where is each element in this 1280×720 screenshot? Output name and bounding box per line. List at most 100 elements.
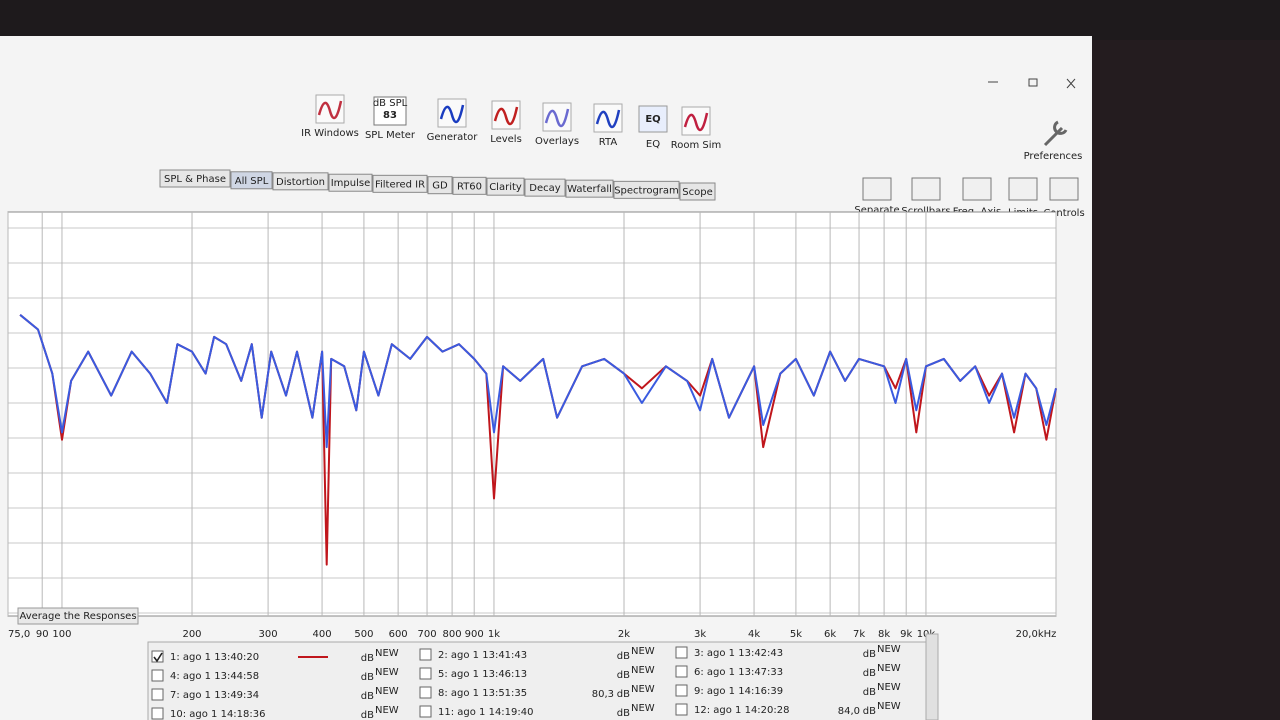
toolbar-button[interactable]: IR Windows [301,94,359,139]
measurement[interactable]: 1: ago 1 13:40:20 dB NEW [151,648,399,664]
toolbar-button[interactable]: RTA [593,103,623,148]
graph-tool-label: Scrollbars [901,206,950,217]
preferences[interactable]: Preferences [1024,120,1083,162]
button-frame [17,607,139,625]
plot: 75,0 90 100 200 300 400 500 600 700 800 900 1k 2k 3k 4… [7,212,1057,640]
measurement-list: 1: ago 1 13:40:20 dB NEW 2: ago 1 13:41:43 d… [151,644,901,720]
tab[interactable]: Spectrogram [613,180,680,199]
graph-tools: SeparateScrollbarsFreq. AxisLimitsContro… [854,177,1085,219]
toolbar-button[interactable]: Levels [490,100,522,145]
bezel-top [0,0,1280,40]
new-badge: NEW [877,701,901,712]
checkbox[interactable] [675,684,688,697]
measurement[interactable]: 12: ago 1 14:20:28 dB NEW 84,0 [675,701,901,717]
unit: dB [361,653,374,664]
toolbar-button[interactable]: Overlays [535,102,579,147]
tab-frame [486,177,525,196]
measurement[interactable]: 8: ago 1 13:51:35 dB NEW 80,3 [419,684,655,700]
checkbox[interactable] [675,703,688,716]
measurement-label: 1: ago 1 13:40:20 [170,652,259,663]
toolbar-button[interactable]: Generator [427,98,479,143]
wrench-icon [1043,120,1068,147]
tab[interactable]: RT60 [452,176,487,195]
graph-tool-label: Controls [1043,208,1084,219]
x-tick-label: 500 [354,629,373,640]
graph-tool[interactable]: Controls [1043,177,1085,219]
measurement[interactable]: 5: ago 1 13:46:13 dB NEW [419,665,655,681]
restore[interactable] [1028,78,1038,87]
checkbox[interactable] [419,705,432,718]
checkbox[interactable] [675,646,688,659]
tab[interactable]: SPL & Phase [159,169,231,188]
checkbox[interactable] [151,688,164,701]
tool-icon-glyph [493,106,519,126]
measurement[interactable]: 3: ago 1 13:42:43 dB NEW [675,644,901,660]
new-badge: NEW [631,703,655,714]
unit: dB [617,689,630,700]
spl-icon [373,96,407,126]
toolbar-button[interactable]: EQ EQ [638,105,668,150]
checkbox[interactable] [151,650,164,663]
tab[interactable]: Impulse [328,173,373,192]
toolbar-label: EQ [646,139,660,150]
x-tick-label: 800 [443,629,462,640]
plot-area [7,211,1057,617]
tab-label: Spectrogram [614,185,679,196]
tab[interactable]: All SPL [230,171,273,190]
unit: dB [617,651,630,662]
unit: dB [361,672,374,683]
tab-label: Decay [529,183,560,194]
checkbox[interactable] [419,648,432,661]
level: 84,0 [838,706,860,717]
checkbox[interactable] [151,707,164,720]
x-tick-label: 3k [694,629,706,640]
tab[interactable]: Distortion [272,172,329,191]
trace [19,314,1057,449]
toolbar-button[interactable]: Room Sim [671,106,722,151]
measurement-label: 3: ago 1 13:42:43 [694,648,783,659]
x-tick-label: 200 [182,629,201,640]
measurement[interactable]: 9: ago 1 14:16:39 dB NEW [675,682,901,698]
x-tick-label: 7k [853,629,865,640]
tab-frame [328,173,373,192]
tab-frame [230,171,273,190]
measurement[interactable]: 11: ago 1 14:19:40 dB NEW [419,703,655,719]
spl-reading: 83 [383,110,397,121]
checkbox[interactable] [151,669,164,682]
graph-tool[interactable]: Scrollbars [901,177,951,217]
x-tick-label: 2k [618,629,630,640]
tab[interactable]: GD [427,176,453,195]
new-badge: NEW [631,684,655,695]
tool-icon-glyph [595,109,621,129]
tab[interactable]: Filtered IR [372,174,428,193]
checkmark [153,652,163,663]
measurement[interactable]: 10: ago 1 14:18:36 dB NEW [151,705,399,720]
tab[interactable]: Decay [524,178,566,197]
close[interactable] [1066,78,1076,89]
x-tick-label: 100 [52,629,71,640]
average-button[interactable]: Average the Responses [17,607,139,625]
measurement-label: 10: ago 1 14:18:36 [170,709,266,720]
graph-tool-label: Separate [854,205,899,216]
scrollbar[interactable] [925,633,939,720]
tab-frame [372,174,428,193]
measurement[interactable]: 2: ago 1 13:41:43 dB NEW [419,646,655,662]
checkbox[interactable] [419,686,432,699]
checkbox[interactable] [419,667,432,680]
checkbox[interactable] [675,665,688,678]
graph-tool[interactable]: Separate [854,177,900,216]
tab[interactable]: Waterfall [565,179,614,198]
new-badge: NEW [375,648,399,659]
toolbar-label: Room Sim [671,140,722,151]
tab-label: Waterfall [567,184,612,195]
tab-label: SPL & Phase [164,174,226,185]
measurement[interactable]: 4: ago 1 13:44:58 dB NEW [151,667,399,683]
measurement[interactable]: 7: ago 1 13:49:34 dB NEW [151,686,399,702]
window-controls [988,78,1076,89]
tab[interactable]: Scope [679,182,716,201]
x-tick-label: 90 [36,629,49,640]
tab[interactable]: Clarity [486,177,525,196]
measurement[interactable]: 6: ago 1 13:47:33 dB NEW [675,663,901,679]
